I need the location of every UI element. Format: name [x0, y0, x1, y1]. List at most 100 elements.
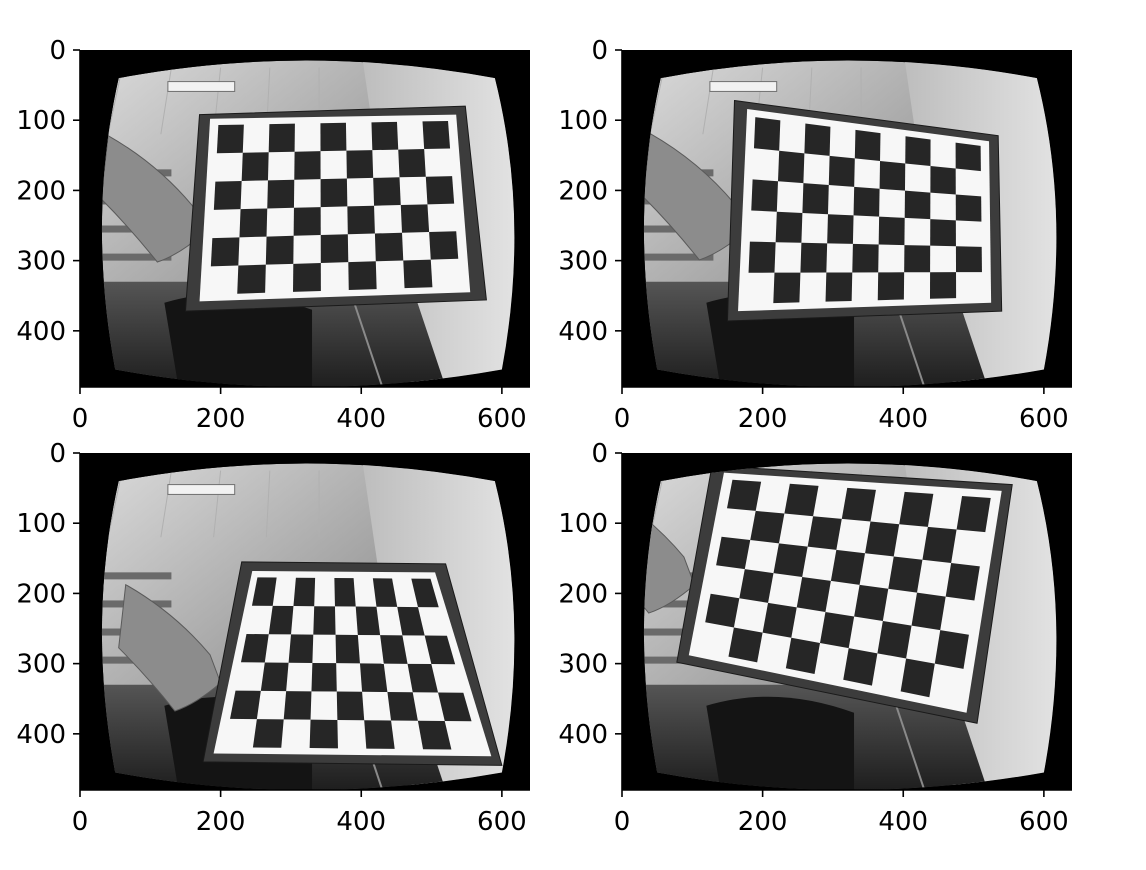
- checker-square: [956, 495, 991, 533]
- y-tick-label: 400: [16, 720, 66, 750]
- x-tick-label: 0: [72, 807, 89, 837]
- checker-square: [265, 235, 294, 265]
- checkerboard: [210, 120, 459, 294]
- checker-square: [320, 122, 347, 152]
- checker-square: [293, 577, 316, 607]
- checker-square: [320, 234, 349, 263]
- checker-square: [751, 179, 778, 212]
- checker-square: [372, 578, 398, 607]
- checker-square: [773, 543, 808, 578]
- checker-square: [748, 241, 776, 273]
- checker-square: [753, 117, 781, 151]
- checker-square: [955, 142, 981, 172]
- x-tick-label: 200: [196, 404, 246, 434]
- checkerboard: [230, 577, 472, 750]
- y-tick-label: 300: [558, 247, 608, 277]
- checker-square: [828, 155, 855, 187]
- checker-square: [355, 606, 381, 636]
- x-tick-label: 600: [1019, 807, 1069, 837]
- checker-square: [313, 606, 336, 635]
- y-tick-label: 200: [16, 579, 66, 609]
- checker-square: [802, 183, 829, 215]
- checker-square: [852, 243, 879, 273]
- checker-square: [292, 262, 321, 292]
- checker-square: [739, 569, 774, 603]
- checker-square: [403, 259, 433, 289]
- y-tick-label: 100: [558, 106, 608, 136]
- checker-square: [240, 633, 269, 663]
- y-tick-label: 0: [591, 36, 608, 66]
- checker-square: [425, 176, 455, 205]
- checker-square: [899, 491, 934, 527]
- checker-square: [888, 556, 923, 593]
- checker-square: [320, 178, 348, 208]
- checker-square: [853, 186, 880, 217]
- checker-square: [830, 549, 866, 585]
- checker-square: [347, 205, 375, 235]
- checker-square: [334, 577, 356, 607]
- checker-square: [241, 152, 269, 181]
- checker-square: [309, 719, 338, 749]
- checker-square: [335, 634, 360, 664]
- checker-square: [878, 216, 905, 246]
- x-tick-label: 200: [738, 807, 788, 837]
- checker-square: [930, 166, 956, 195]
- checker-square: [346, 150, 374, 179]
- checker-square: [900, 658, 935, 698]
- fisheye-photo: [622, 453, 1072, 790]
- checker-square: [230, 690, 261, 720]
- checkerboard: [748, 117, 982, 304]
- y-tick-label: 300: [16, 247, 66, 277]
- checker-square: [373, 177, 401, 206]
- checker-square: [260, 662, 289, 692]
- checker-square: [807, 516, 842, 550]
- checker-square: [904, 190, 931, 220]
- checker-square: [827, 214, 854, 244]
- y-tick-label: 400: [558, 720, 608, 750]
- checkerboard: [705, 479, 991, 698]
- checker-square: [422, 120, 451, 150]
- checker-square: [705, 593, 740, 628]
- checker-square: [843, 648, 878, 686]
- checker-square: [438, 692, 472, 722]
- x-tick-label: 0: [72, 404, 89, 434]
- checker-square: [922, 526, 957, 564]
- checker-square: [796, 577, 831, 612]
- y-tick-label: 100: [16, 106, 66, 136]
- y-tick-label: 300: [558, 650, 608, 680]
- checker-square: [397, 606, 425, 636]
- checker-square: [348, 261, 377, 291]
- checker-square: [877, 272, 905, 301]
- x-tick-label: 600: [477, 807, 527, 837]
- checker-square: [251, 577, 277, 606]
- y-tick-label: 400: [558, 317, 608, 347]
- checker-square: [237, 264, 266, 294]
- checker-square: [955, 246, 982, 273]
- checker-square: [424, 635, 456, 665]
- checker-square: [905, 136, 931, 167]
- y-tick-label: 100: [16, 509, 66, 539]
- checker-square: [716, 536, 751, 570]
- x-tick-label: 600: [1019, 404, 1069, 434]
- y-tick-label: 0: [591, 439, 608, 469]
- checker-square: [762, 602, 797, 638]
- x-tick-label: 400: [878, 807, 928, 837]
- y-tick-label: 400: [16, 317, 66, 347]
- x-tick-label: 400: [336, 807, 386, 837]
- checker-square: [865, 521, 900, 557]
- checker-square: [411, 578, 439, 608]
- y-tick-label: 0: [49, 439, 66, 469]
- checker-square: [750, 510, 785, 544]
- checker-square: [400, 204, 430, 233]
- checker-square: [777, 150, 805, 184]
- x-tick-label: 400: [878, 404, 928, 434]
- x-tick-label: 0: [614, 807, 631, 837]
- checker-square: [854, 584, 889, 622]
- fisheye-photo: [80, 453, 530, 790]
- checker-square: [825, 272, 853, 302]
- x-tick-label: 600: [477, 404, 527, 434]
- checker-square: [380, 635, 408, 664]
- y-tick-label: 300: [16, 650, 66, 680]
- checker-square: [841, 487, 876, 522]
- y-tick-label: 200: [558, 176, 608, 206]
